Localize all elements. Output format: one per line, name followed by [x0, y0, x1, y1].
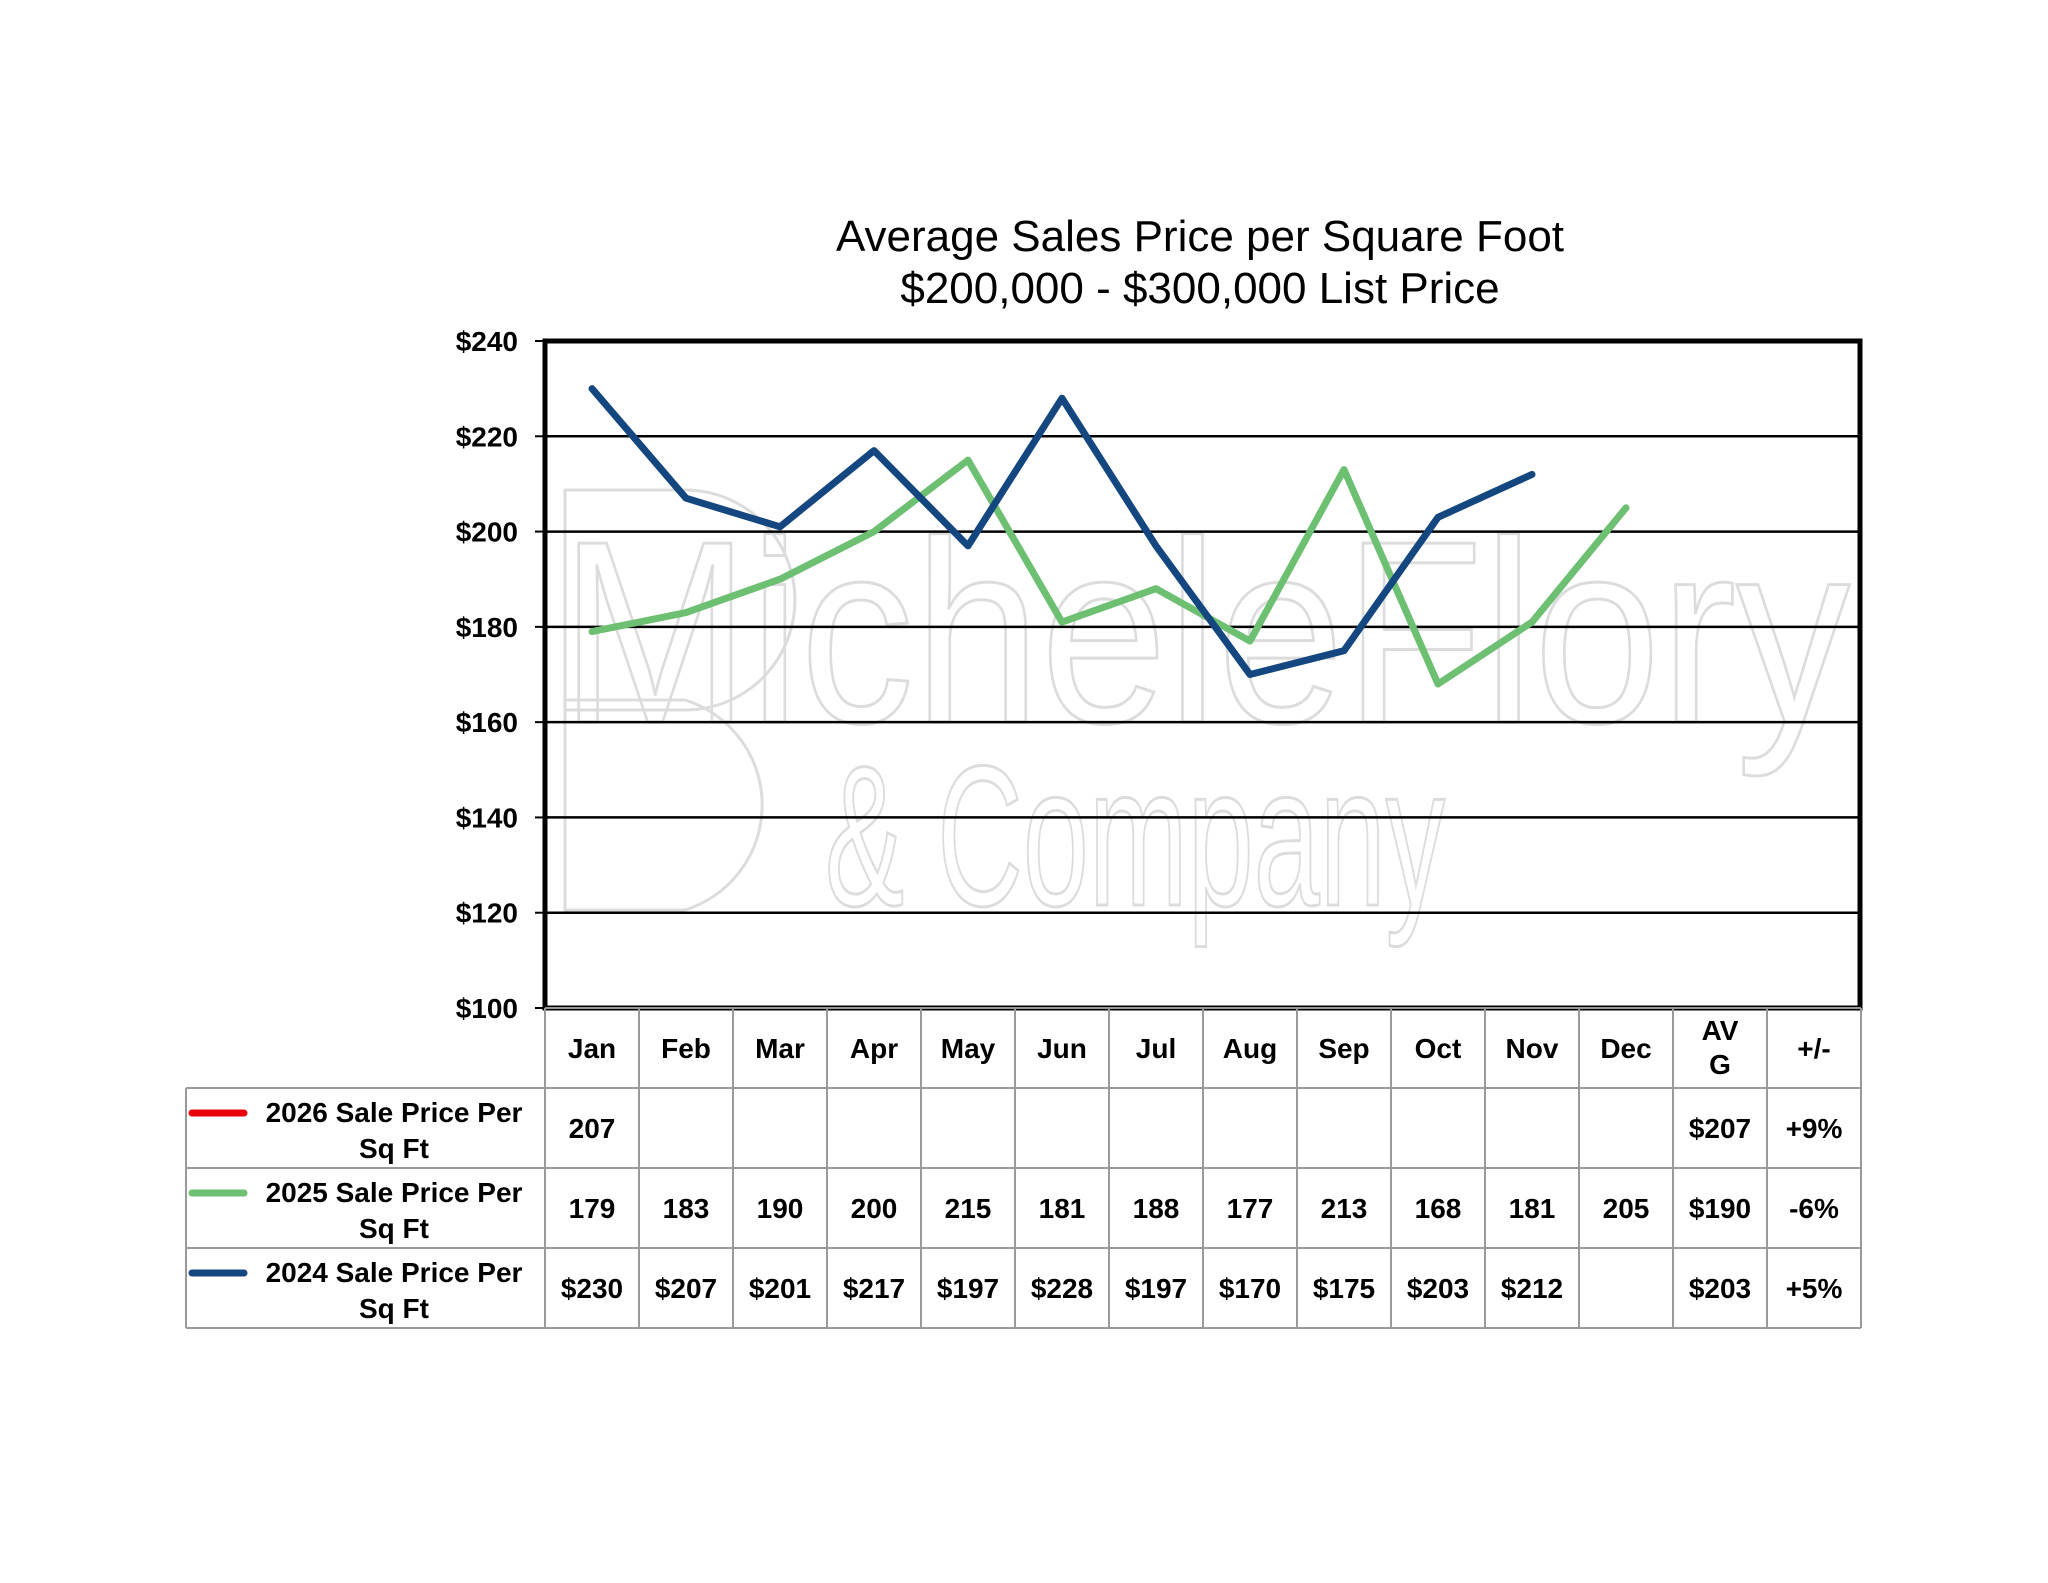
watermark-line2: & Company — [825, 725, 1445, 948]
watermark-logo-upper — [563, 488, 797, 712]
table-cell: $212 — [1501, 1273, 1563, 1304]
table-cell: 207 — [569, 1113, 616, 1144]
table-cell: 190 — [757, 1193, 804, 1224]
table-header-cell: Jul — [1136, 1033, 1176, 1064]
y-tick-label: $200 — [456, 517, 518, 548]
table-header-cell: AV — [1702, 1015, 1739, 1046]
watermark-logo-lower — [563, 698, 764, 912]
table-cell: 183 — [663, 1193, 710, 1224]
table-cell: $217 — [843, 1273, 905, 1304]
table-cell: $203 — [1407, 1273, 1469, 1304]
table-cell: -6% — [1789, 1193, 1839, 1224]
table-cell: 215 — [945, 1193, 992, 1224]
table-cell: $170 — [1219, 1273, 1281, 1304]
series-label: Sq Ft — [359, 1213, 429, 1244]
table-header-cell: Nov — [1506, 1033, 1559, 1064]
series-label: Sq Ft — [359, 1133, 429, 1164]
table-cell: $201 — [749, 1273, 811, 1304]
table-header-cell: G — [1709, 1049, 1731, 1080]
table-cell: $230 — [561, 1273, 623, 1304]
table-cell: 181 — [1509, 1193, 1556, 1224]
y-tick-label: $120 — [456, 898, 518, 929]
table-cell: 179 — [569, 1193, 616, 1224]
table-header-cell: Jan — [568, 1033, 616, 1064]
gridlines — [545, 435, 1860, 914]
table-header-cell: Jun — [1037, 1033, 1087, 1064]
table-header-cell: Mar — [755, 1033, 805, 1064]
y-tick-label: $180 — [456, 612, 518, 643]
data-table: Jan Feb Mar Apr May Jun Jul Aug Sep Oct Nov Dec AVG +… — [185, 1007, 1862, 1329]
table-header-cell: Sep — [1318, 1033, 1369, 1064]
table-header-cell: Feb — [661, 1033, 711, 1064]
table-cell: $197 — [937, 1273, 999, 1304]
table-cell: +5% — [1786, 1273, 1843, 1304]
series-line-2 — [588, 385, 1536, 678]
y-tick-label: $220 — [456, 421, 518, 452]
series-label: 2024 Sale Price Per — [266, 1257, 523, 1288]
watermark: MicheleFlory& Company — [559, 487, 1852, 950]
table-cell: +9% — [1786, 1113, 1843, 1144]
table-cell: $207 — [655, 1273, 717, 1304]
y-tick-label: $160 — [456, 707, 518, 738]
table-cell: $207 — [1689, 1113, 1751, 1144]
table-cell: 205 — [1603, 1193, 1650, 1224]
table-cell: $197 — [1125, 1273, 1187, 1304]
table-header-cell: Aug — [1223, 1033, 1277, 1064]
series-line-1 — [588, 456, 1630, 688]
table-header-cell: Dec — [1600, 1033, 1651, 1064]
chart-subtitle: $200,000 - $300,000 List Price — [900, 264, 1500, 313]
table-cell: 200 — [851, 1193, 898, 1224]
table-cell: 177 — [1227, 1193, 1274, 1224]
y-axis: $240 $220 $200 $180 $160 $140 $120 $100 — [456, 326, 545, 1024]
y-tick-label: $140 — [456, 802, 518, 833]
series-label: Sq Ft — [359, 1293, 429, 1324]
series-label: 2025 Sale Price Per — [266, 1177, 523, 1208]
series-label: 2026 Sale Price Per — [266, 1097, 523, 1128]
table-header-cell: +/- — [1797, 1033, 1830, 1064]
table-cell: $228 — [1031, 1273, 1093, 1304]
table-cell: 188 — [1133, 1193, 1180, 1224]
table-header-cell: Oct — [1415, 1033, 1462, 1064]
table-cell: 213 — [1321, 1193, 1368, 1224]
table-cell: $175 — [1313, 1273, 1375, 1304]
table-cell: $190 — [1689, 1193, 1751, 1224]
y-tick-label: $240 — [456, 326, 518, 357]
chart-title: Average Sales Price per Square Foot — [835, 212, 1565, 261]
table-cell: 168 — [1415, 1193, 1462, 1224]
table-cell: 181 — [1039, 1193, 1086, 1224]
table-header-cell: May — [941, 1033, 996, 1064]
table-header-cell: Apr — [850, 1033, 898, 1064]
table-cell: $203 — [1689, 1273, 1751, 1304]
y-tick-label: $100 — [456, 993, 518, 1024]
series-lines — [588, 385, 1630, 688]
